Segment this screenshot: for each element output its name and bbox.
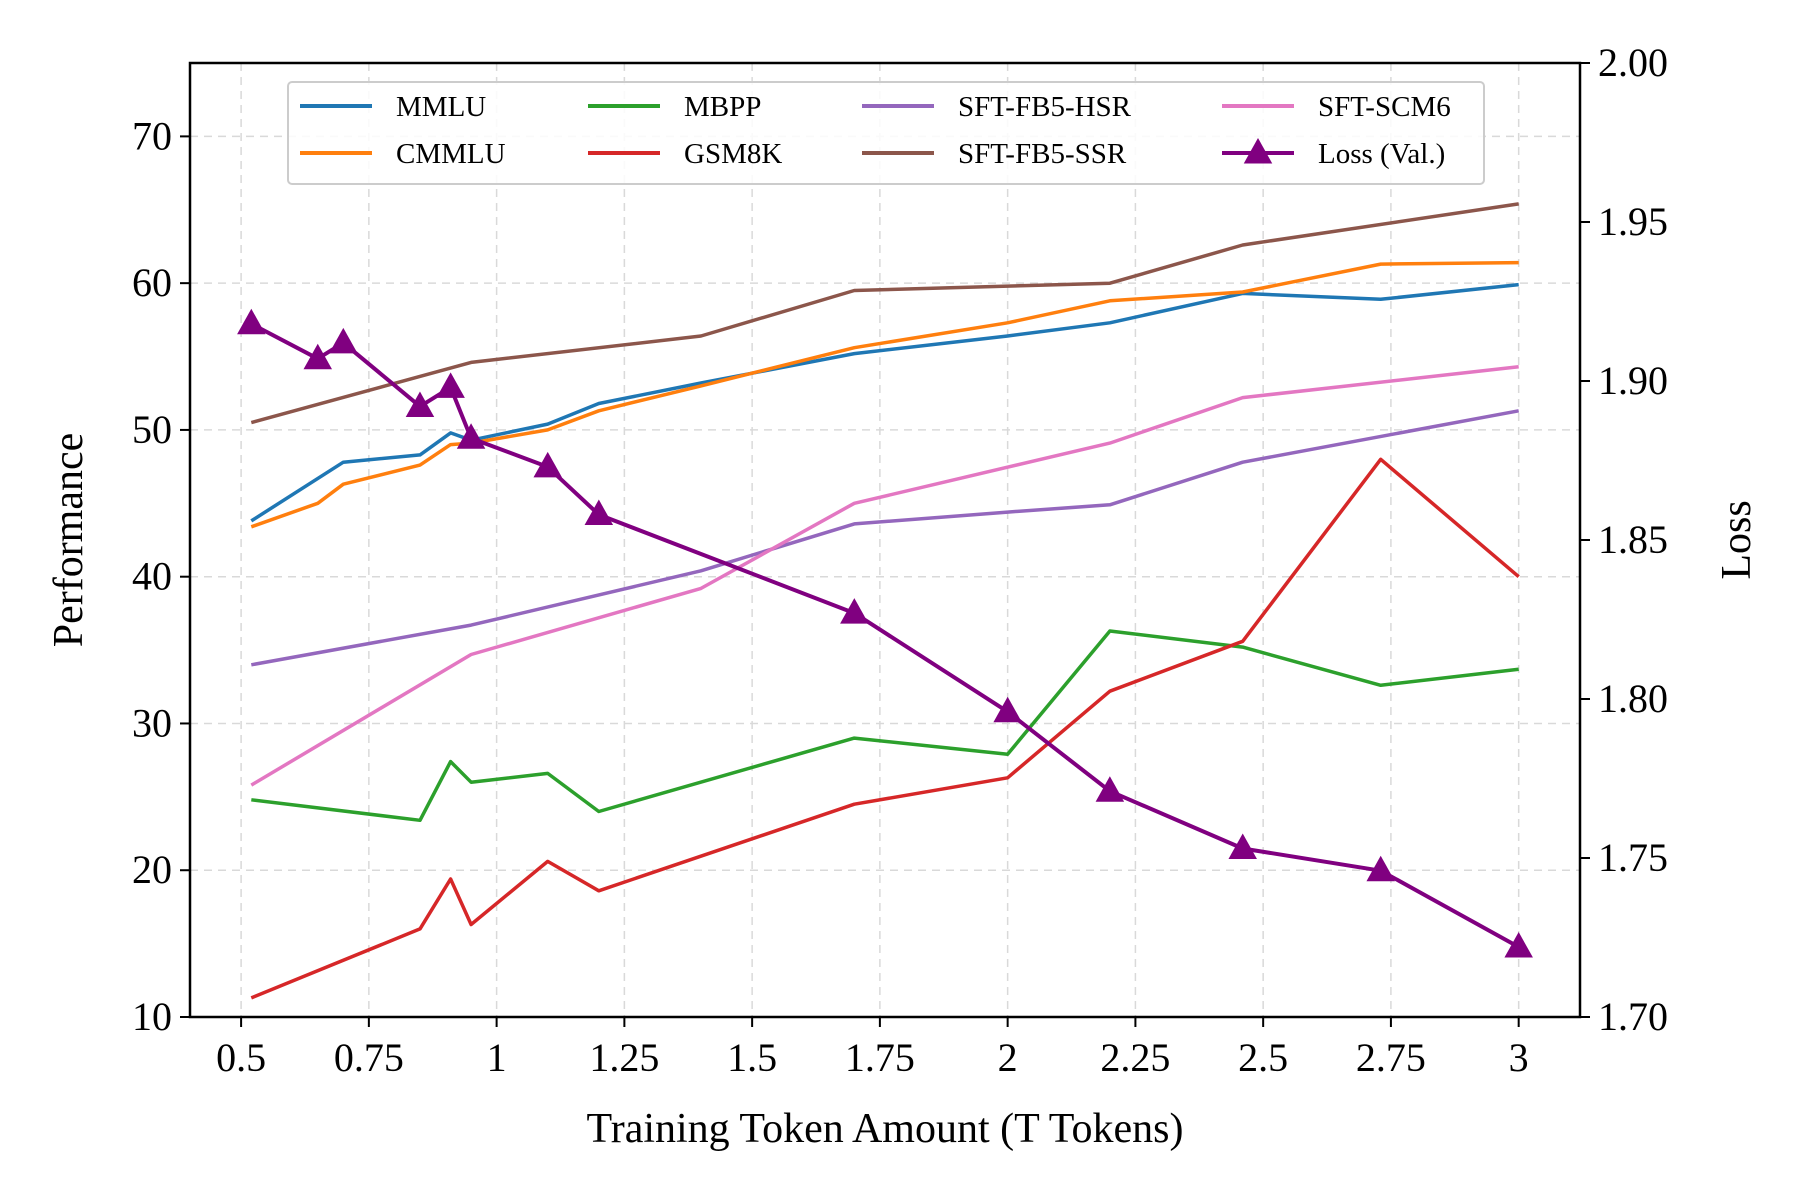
- axis-ticks: 0.5 0.75 1 1.25 1.5 1.75 2 2.25 2.5 2.75 3 10 20 30 40…: [132, 40, 1668, 1080]
- loss-point: [436, 372, 465, 398]
- loss-point: [1228, 833, 1257, 859]
- y-tick-label: 10: [132, 994, 172, 1039]
- loss-point: [1095, 776, 1125, 802]
- x-tick-label: 2.75: [1356, 1035, 1426, 1080]
- y-tick-label: 50: [132, 407, 172, 452]
- x-tick-label: 2.25: [1100, 1035, 1170, 1080]
- loss-point: [329, 327, 358, 354]
- y-axis-title: Performance: [46, 433, 92, 648]
- x-axis-title: Training Token Amount (T Tokens): [587, 1106, 1184, 1152]
- loss-point: [993, 696, 1022, 723]
- series-line-mmlu: [250, 282, 1519, 523]
- series-line-mbpp: [251, 629, 1519, 823]
- series-line-loss-val: [250, 322, 1520, 949]
- legend: MMLU CMMLU MBPP GSM8K SFT-FB5-HSR SFT-FB5-SSR…: [287, 81, 1485, 185]
- y-tick-label: 60: [132, 260, 172, 305]
- series-line-cmmlu: [250, 260, 1519, 529]
- x-tick-label: 3: [1509, 1035, 1529, 1080]
- legend-label-mbpp: MBPP: [684, 91, 761, 123]
- series-line-gsm8k: [250, 457, 1520, 1000]
- x-tick-label: 2: [998, 1035, 1018, 1080]
- y-tick-label: 20: [132, 847, 172, 892]
- x-tick-label: 1.25: [589, 1035, 659, 1080]
- series-line-sft-fb5-ssr: [250, 202, 1519, 425]
- series-lines: [250, 202, 1520, 1000]
- x-tick-label: 1: [487, 1035, 507, 1080]
- y2-tick-label: 1.75: [1598, 835, 1668, 880]
- legend-label-gsm8k: GSM8K: [684, 138, 782, 170]
- series-line-sft-fb5-hsr: [250, 409, 1520, 667]
- y-tick-label: 40: [132, 554, 172, 599]
- y2-tick-label: 1.85: [1598, 517, 1668, 562]
- loss-point: [840, 598, 869, 624]
- y-tick-label: 70: [132, 113, 172, 158]
- legend-marker-loss-val: [1243, 138, 1273, 164]
- legend-label-sft-fb5-ssr: SFT-FB5-SSR: [958, 138, 1127, 170]
- loss-point: [533, 451, 562, 478]
- legend-label-sft-fb5-hsr: SFT-FB5-HSR: [958, 91, 1132, 123]
- y2-tick-label: 1.95: [1598, 199, 1668, 244]
- legend-box: [287, 81, 1485, 185]
- x-tick-label: 1.5: [727, 1035, 777, 1080]
- loss-point: [1504, 932, 1533, 958]
- x-tick-label: 2.5: [1238, 1035, 1288, 1080]
- x-tick-label: 1.75: [845, 1035, 915, 1080]
- legend-label-cmmlu: CMMLU: [396, 138, 506, 170]
- y2-tick-label: 2.00: [1598, 40, 1668, 85]
- loss-point: [456, 423, 486, 449]
- x-tick-label: 0.75: [334, 1035, 404, 1080]
- legend-label-loss-val: Loss (Val.): [1318, 138, 1445, 170]
- legend-label-mmlu: MMLU: [396, 91, 486, 123]
- loss-markers: [237, 308, 1533, 958]
- y2-tick-label: 1.90: [1598, 358, 1668, 403]
- loss-point: [303, 343, 333, 370]
- y-tick-label: 30: [132, 700, 172, 745]
- y2-axis-title: Loss: [1714, 500, 1760, 579]
- y2-tick-label: 1.80: [1598, 676, 1668, 721]
- legend-label-sft-scm6: SFT-SCM6: [1318, 91, 1451, 123]
- loss-point: [405, 391, 435, 417]
- loss-point: [1366, 855, 1395, 882]
- loss-point: [584, 499, 614, 526]
- x-tick-label: 0.5: [216, 1035, 266, 1080]
- y2-tick-label: 1.70: [1598, 994, 1668, 1039]
- series-line-sft-scm6: [250, 365, 1519, 787]
- loss-point: [237, 308, 266, 335]
